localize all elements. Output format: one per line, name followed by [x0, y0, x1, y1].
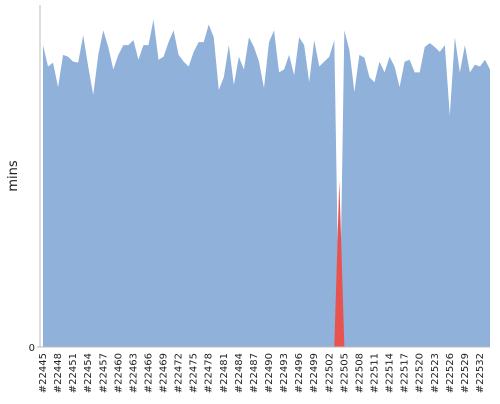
- area: [334, 180, 345, 347]
- x-tick-label: #22499: [309, 353, 320, 393]
- x-tick-label: #22502: [324, 353, 335, 393]
- x-tick-label: #22514: [385, 353, 396, 393]
- x-tick-label: #22469: [159, 353, 170, 393]
- x-tick-label: #22508: [354, 353, 365, 393]
- x-tick-label: #22463: [128, 353, 139, 393]
- x-tick-label: #22496: [294, 353, 305, 393]
- x-tick-label: #22448: [53, 353, 64, 393]
- x-tick-label: #22478: [204, 353, 215, 393]
- x-tick-label: #22475: [189, 353, 200, 393]
- x-tick-label: #22529: [460, 353, 471, 393]
- y-tick-label: 0: [29, 343, 35, 354]
- x-tick-label: #22472: [174, 353, 185, 393]
- x-tick-label: #22457: [98, 353, 109, 393]
- x-tick-label: #22520: [415, 353, 426, 393]
- x-tick-label: #22532: [475, 353, 486, 393]
- x-tick-label: #22460: [113, 353, 124, 393]
- x-tick-label: #22493: [279, 353, 290, 393]
- x-tick-label: #22511: [369, 353, 380, 393]
- x-tick-label: #22481: [219, 353, 230, 393]
- area: [43, 19, 490, 348]
- x-tick-label: #22505: [339, 353, 350, 393]
- x-tick-label: #22445: [38, 353, 49, 393]
- x-tick-label: #22523: [430, 353, 441, 393]
- x-tick-label: #22487: [249, 353, 260, 393]
- x-tick-label: #22484: [234, 353, 245, 393]
- x-tick-label: #22451: [68, 353, 79, 393]
- x-tick-label: #22466: [143, 353, 154, 393]
- y-axis-label: mins: [6, 160, 21, 192]
- x-tick-label: #22526: [445, 353, 456, 393]
- x-tick-label: #22490: [264, 353, 275, 393]
- x-tick-label: #22517: [400, 353, 411, 393]
- x-tick-label: #22454: [83, 353, 94, 393]
